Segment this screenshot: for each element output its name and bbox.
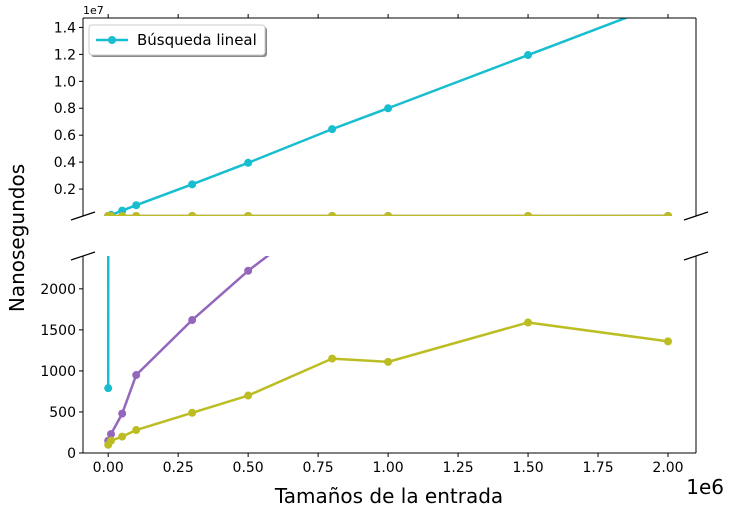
series-1-top-point: [664, 0, 672, 6]
x-tick-label: 0.25: [163, 460, 194, 476]
series-3-bottom-point: [244, 391, 253, 400]
top-y-tick-label: 1.4: [54, 20, 76, 36]
x-tick-label: 0.50: [233, 460, 264, 476]
series-2-bottom-point: [118, 409, 127, 418]
series-1-top-point: [188, 180, 197, 189]
series-3-top-point: [384, 211, 393, 216]
bottom-y-tick-label: 2000: [40, 282, 76, 298]
series-3-bottom-point: [188, 408, 197, 417]
series-2-bottom-point: [664, 0, 672, 6]
top-y-tick-label: 1.2: [54, 47, 76, 63]
legend-entry-label: Búsqueda lineal: [137, 31, 257, 49]
series-2-bottom-point: [328, 203, 336, 211]
top-axes: 0.2 0.4 0.6 0.8 1.0 1.2 1.4: [54, 14, 697, 216]
x-tick-label: 1.00: [373, 460, 404, 476]
x-tick-label: 1.75: [582, 460, 613, 476]
x-tick-label: 1.50: [512, 460, 543, 476]
series-3-top-point: [106, 212, 115, 216]
series-2-bottom-point: [188, 316, 197, 325]
axis-break-mark: [70, 211, 96, 221]
series-1-bottom-point: [104, 384, 113, 393]
x-axis-label: Tamaños de la entrada: [274, 484, 503, 508]
axis-break-mark: [70, 251, 96, 261]
series-2-bottom-point: [106, 430, 115, 439]
series-2-bottom-point: [524, 71, 532, 79]
bottom-y-tick-label: 0: [67, 446, 76, 462]
series-3-bottom-point: [384, 357, 393, 366]
axis-break-marks: [70, 211, 709, 261]
top-y-tick-label: 1.0: [54, 74, 76, 90]
axis-break-mark: [683, 211, 709, 221]
series-3-bottom-point: [328, 354, 337, 363]
y-top-exponent-label: 1e7: [83, 4, 104, 17]
top-series-layer: [104, 0, 673, 216]
series-3-top-point: [328, 211, 337, 216]
legend-marker-swatch: [108, 36, 116, 44]
x-exponent-label: 1e6: [686, 475, 724, 499]
bottom-y-tick-label: 500: [49, 405, 76, 421]
series-3-top-point: [524, 211, 533, 216]
series-3-top-point: [132, 212, 141, 216]
top-y-tick-label: 0.6: [54, 128, 76, 144]
legend: Búsqueda lineal: [88, 24, 266, 56]
series-3-bottom-point: [524, 318, 533, 327]
series-3-bottom-point: [118, 432, 127, 441]
series-2-bottom-point: [132, 371, 141, 380]
bottom-axes: 0 500 1000 1500 2000 0.00 0.25 0.50 0.75 1.00 1.25…: [40, 256, 697, 476]
series-3-bottom-line: [107, 321, 669, 446]
series-3-top-point: [244, 211, 253, 216]
x-tick-label: 0.00: [93, 460, 124, 476]
series-3-bottom-point: [664, 337, 673, 346]
x-tick-label: 0.75: [303, 460, 334, 476]
series-1-top-line: [107, 18, 630, 216]
series-3-top-point: [118, 212, 127, 216]
top-panel: 0.2 0.4 0.6 0.8 1.0 1.2 1.4 1e7: [54, 0, 697, 216]
series-1-top-point: [244, 158, 253, 167]
series-2-bottom-line: [107, 256, 270, 442]
series-3-bottom-point: [132, 426, 141, 435]
axis-break-mark: [683, 251, 709, 261]
bottom-series-layer: [104, 0, 673, 449]
bottom-y-tick-label: 1500: [40, 323, 76, 339]
series-1-top-point: [384, 104, 393, 113]
top-y-tick-label: 0.4: [54, 155, 76, 171]
bottom-y-tick-label: 1000: [40, 364, 76, 380]
series-3-bottom-point: [106, 436, 115, 445]
series-1-top-point: [328, 125, 337, 134]
series-1-top-point: [524, 51, 533, 60]
bottom-panel: 0 500 1000 1500 2000 0.00 0.25 0.50 0.75 1.00 1.25…: [40, 0, 697, 476]
series-3-top-point: [664, 211, 673, 216]
x-tick-label: 1.25: [442, 460, 473, 476]
y-axis-label: Nanosegundos: [5, 164, 29, 312]
top-y-tick-label: 0.8: [54, 101, 76, 117]
series-3-top-point: [188, 211, 197, 216]
legend-box: [88, 24, 266, 56]
top-y-tick-label: 0.2: [54, 182, 76, 198]
x-tick-label: 2.00: [652, 460, 683, 476]
series-2-bottom-point: [244, 266, 253, 275]
series-2-bottom-point: [384, 162, 392, 170]
series-1-top-point: [132, 201, 141, 210]
